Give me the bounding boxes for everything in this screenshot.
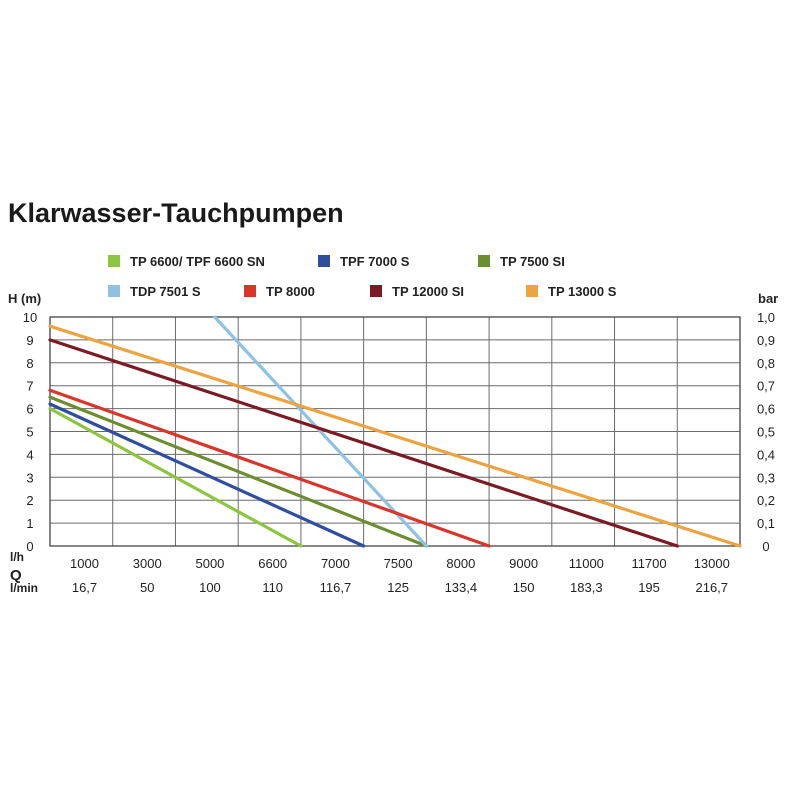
series-line xyxy=(48,402,366,548)
y-axis-label-left: H (m) xyxy=(8,291,41,306)
x-tick-label-lh: 7000 xyxy=(321,556,350,571)
legend-label: TP 6600/ TPF 6600 SN xyxy=(130,254,265,269)
x-tick-label-lmin: 16,7 xyxy=(72,580,97,595)
y-tick-label-left: 5 xyxy=(26,425,33,440)
x-tick-label-lh: 7500 xyxy=(384,556,413,571)
y-tick-label-right: 0,1 xyxy=(757,516,775,531)
legend-item: TP 7500 SI xyxy=(478,254,565,269)
x-unit-lmin: l/min xyxy=(10,581,38,595)
x-tick-label-lmin: 216,7 xyxy=(695,580,728,595)
y-tick-label-left: 8 xyxy=(26,356,33,371)
x-tick-label-lh: 11700 xyxy=(631,556,666,571)
x-tick-label-lh: 8000 xyxy=(446,556,475,571)
y-tick-label-right: 0,3 xyxy=(757,470,775,485)
y-tick-label-right: 0,9 xyxy=(757,333,775,348)
legend-item: TP 12000 SI xyxy=(370,284,464,299)
y-tick-label-right: 0,8 xyxy=(757,356,775,371)
legend: TP 6600/ TPF 6600 SN TPF 7000 S TP 7500 SI… xyxy=(108,254,617,299)
legend-label: TP 12000 SI xyxy=(392,284,464,299)
x-tick-label-lmin: 125 xyxy=(387,580,409,595)
legend-swatch xyxy=(108,255,120,267)
x-tick-label-lh: 1000 xyxy=(70,556,99,571)
legend-swatch xyxy=(244,285,256,297)
y-tick-label-right: 0,4 xyxy=(757,447,775,462)
y-tick-label-right: 0,2 xyxy=(757,493,775,508)
y-tick-label-left: 4 xyxy=(26,447,33,462)
y-tick-label-right: 0,7 xyxy=(757,379,775,394)
x-tick-label-lh: 9000 xyxy=(509,556,538,571)
legend-label: TPF 7000 S xyxy=(340,254,410,269)
x-tick-label-lmin: 195 xyxy=(638,580,660,595)
legend-swatch xyxy=(318,255,330,267)
y-tick-label-right: 0,5 xyxy=(757,425,775,440)
legend-swatch xyxy=(370,285,382,297)
series-line xyxy=(48,407,303,548)
series-layer xyxy=(48,315,742,548)
x-tick-label-lmin: 100 xyxy=(199,580,221,595)
legend-swatch xyxy=(108,285,120,297)
legend-label: TP 7500 SI xyxy=(500,254,565,269)
x-ticks-lmin: 16,7 50 100 110 116,7 125 133,4 150 183,3 195 216,… xyxy=(72,580,728,595)
y-tick-label-left: 10 xyxy=(23,310,37,325)
x-ticks-lh: 1000 3000 5000 6600 7000 7500 8000 9000 11000 117… xyxy=(70,556,730,571)
y-tick-label-right: 1,0 xyxy=(757,310,775,325)
y-tick-label-left: 9 xyxy=(26,333,33,348)
x-tick-label-lmin: 133,4 xyxy=(445,580,478,595)
y-tick-label-left: 6 xyxy=(26,402,33,417)
x-tick-label-lh: 5000 xyxy=(195,556,224,571)
x-tick-label-lmin: 150 xyxy=(513,580,535,595)
legend-swatch xyxy=(478,255,490,267)
x-tick-label-lh: 3000 xyxy=(133,556,162,571)
series-line xyxy=(48,324,742,548)
legend-label: TP 13000 S xyxy=(548,284,617,299)
chart-title: Klarwasser-Tauchpumpen xyxy=(8,198,344,228)
x-tick-label-lmin: 50 xyxy=(140,580,154,595)
x-tick-label-lh: 11000 xyxy=(569,556,604,571)
legend-item: TP 8000 xyxy=(244,284,315,299)
y-tick-label-right: 0 xyxy=(762,539,769,554)
y-tick-label-left: 7 xyxy=(26,379,33,394)
legend-label: TDP 7501 S xyxy=(130,284,201,299)
x-tick-label-lmin: 183,3 xyxy=(570,580,603,595)
legend-label: TP 8000 xyxy=(266,284,315,299)
series-line xyxy=(48,338,679,548)
x-tick-label-lmin: 116,7 xyxy=(320,580,352,595)
x-tick-label-lh: 13000 xyxy=(694,556,730,571)
y-ticks-left: 0 1 2 3 4 5 6 7 8 9 10 xyxy=(23,310,37,554)
y-tick-label-left: 0 xyxy=(26,539,33,554)
series-line xyxy=(48,388,491,548)
y-ticks-right: 0 0,1 0,2 0,3 0,4 0,5 0,6 0,7 0,8 0,9 1,0 xyxy=(757,310,775,554)
series-line xyxy=(213,315,428,548)
legend-swatch xyxy=(526,285,538,297)
y-tick-label-left: 3 xyxy=(26,470,33,485)
y-axis-label-right: bar xyxy=(758,291,778,306)
y-tick-label-left: 1 xyxy=(26,516,33,531)
series-line xyxy=(48,395,428,548)
legend-item: TP 13000 S xyxy=(526,284,617,299)
x-axis-letter: Q xyxy=(10,567,22,584)
x-tick-label-lh: 6600 xyxy=(258,556,287,571)
x-unit-lh: l/h xyxy=(10,550,24,564)
y-tick-label-right: 0,6 xyxy=(757,402,775,417)
legend-item: TP 6600/ TPF 6600 SN xyxy=(108,254,265,269)
y-tick-label-left: 2 xyxy=(26,493,33,508)
x-tick-label-lmin: 110 xyxy=(262,580,283,595)
legend-item: TDP 7501 S xyxy=(108,284,201,299)
legend-item: TPF 7000 S xyxy=(318,254,410,269)
plot-frame xyxy=(49,316,741,547)
